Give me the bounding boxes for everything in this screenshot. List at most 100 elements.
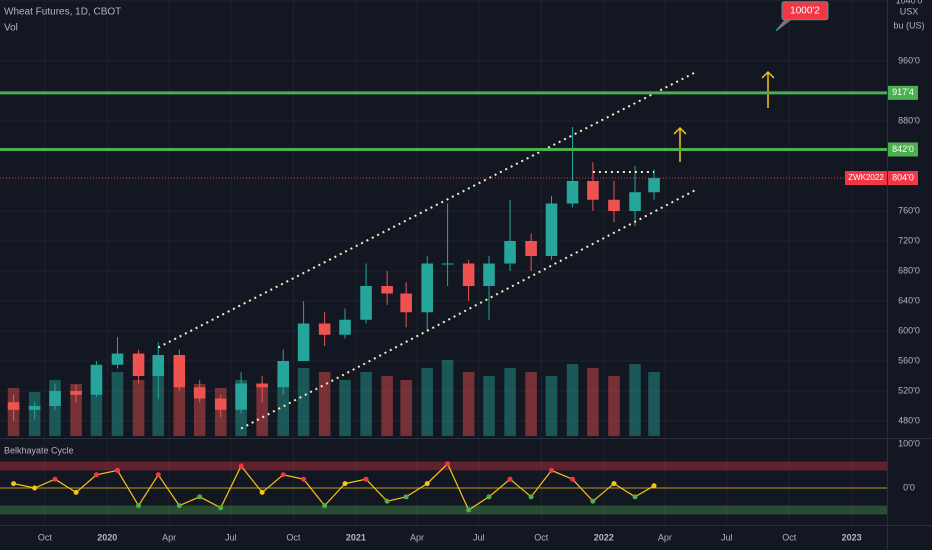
oscillator-point [403, 494, 409, 500]
x-tick-label: Oct [38, 532, 53, 542]
oscillator-point [93, 472, 99, 478]
oscillator-point [322, 503, 328, 509]
candle-body [318, 323, 331, 335]
x-tick-label: Apr [658, 532, 672, 542]
volume-label: Vol [4, 23, 18, 34]
oscillator-point [155, 472, 161, 478]
volume-bar [111, 372, 124, 436]
x-tick-label: Oct [534, 532, 549, 542]
y-tick-label: 880'0 [898, 115, 920, 125]
oscillator-point [651, 483, 657, 489]
candle-body [441, 263, 454, 265]
volume-bar [360, 372, 372, 436]
oscillator-point [259, 489, 265, 495]
oscillator-point [176, 503, 182, 509]
candle-body [111, 353, 124, 365]
last-price-label: 804'0 [892, 172, 914, 182]
candle-body [648, 177, 660, 193]
oscillator-point [11, 481, 17, 487]
candle-body [504, 241, 516, 264]
band [0, 505, 887, 515]
candle-body [28, 406, 41, 410]
volume-bar [462, 372, 475, 436]
candle-body [7, 402, 20, 410]
candle-body [235, 383, 247, 410]
x-tick-label: Oct [286, 532, 301, 542]
candle-body [49, 391, 61, 407]
candle-body [360, 286, 372, 320]
volume-bar [339, 380, 351, 436]
candle-body [152, 355, 165, 377]
arrow [673, 126, 687, 162]
oscillator-point [486, 494, 492, 500]
oscillator-line [13, 462, 655, 511]
volume-bar [648, 372, 660, 436]
x-tick-label: Jul [473, 532, 485, 542]
candle-body [483, 263, 495, 287]
x-tick-label: 2023 [842, 532, 862, 542]
level-label: 917'4 [892, 87, 914, 97]
oscillator-point [611, 481, 617, 487]
oscillator-point [445, 461, 451, 467]
candle-body [339, 319, 351, 335]
band [0, 461, 887, 471]
oscillator-point [342, 481, 348, 487]
symbol-label: ZWK2022 [848, 173, 884, 182]
y-tick-label: 960'0 [898, 55, 920, 65]
arrow [761, 70, 775, 108]
arrows [673, 70, 775, 162]
candle-body [277, 361, 290, 388]
candle-body [608, 199, 620, 211]
oscillator-point [384, 498, 390, 504]
oscillator-point [570, 476, 576, 482]
candle-body [545, 203, 558, 257]
x-tick-label: Jul [225, 532, 237, 542]
candle-body [525, 241, 537, 257]
volume-bar [173, 376, 186, 436]
x-tick-label: Jul [721, 532, 733, 542]
oscillator-point [197, 494, 203, 500]
currency: USX [900, 6, 919, 16]
candle-body [421, 263, 433, 313]
volume-bar [504, 368, 516, 436]
x-tick-label: 2022 [594, 532, 614, 542]
candle-body [400, 293, 412, 313]
volume-bar [381, 376, 393, 436]
oscillator-point [73, 489, 79, 495]
y-tick-label: 560'0 [898, 355, 920, 365]
candle-body [132, 353, 145, 377]
y-tick-label: 1040'0 [896, 0, 923, 5]
oscillator-point [507, 476, 513, 482]
oscillator-point [32, 485, 38, 491]
oscillator-point [52, 476, 58, 482]
volume-bar [70, 384, 82, 436]
y-tick-label: 600'0 [898, 325, 920, 335]
candle-body [297, 323, 310, 362]
symbol-title: Wheat Futures, 1D, CBOT [4, 7, 121, 18]
volume-bar [132, 380, 145, 436]
y-tick-label: 0'0 [903, 482, 915, 492]
y-tick-label: 640'0 [898, 295, 920, 305]
x-tick-label: Apr [410, 532, 424, 542]
level-label: 842'0 [892, 144, 914, 154]
level-label-bg [888, 85, 918, 100]
volume-bar [193, 384, 206, 436]
symbol-label-bg [845, 170, 887, 185]
candle-body [587, 180, 599, 200]
oscillator-point [363, 476, 369, 482]
x-tick-label: Apr [162, 532, 176, 542]
candle-body [566, 180, 579, 204]
volume-bar [400, 380, 412, 436]
volume-bar [277, 376, 290, 436]
channel-line [240, 189, 696, 430]
oscillator-point [136, 503, 142, 509]
volume-bar [297, 368, 310, 436]
y-tick-label: 680'0 [898, 265, 920, 275]
volume-bar [566, 364, 579, 436]
volume-bar [525, 372, 537, 436]
unit: bu (US) [893, 20, 924, 30]
volume-bar [421, 368, 433, 436]
candle-body [462, 263, 475, 287]
x-tick-label: 2020 [97, 532, 117, 542]
